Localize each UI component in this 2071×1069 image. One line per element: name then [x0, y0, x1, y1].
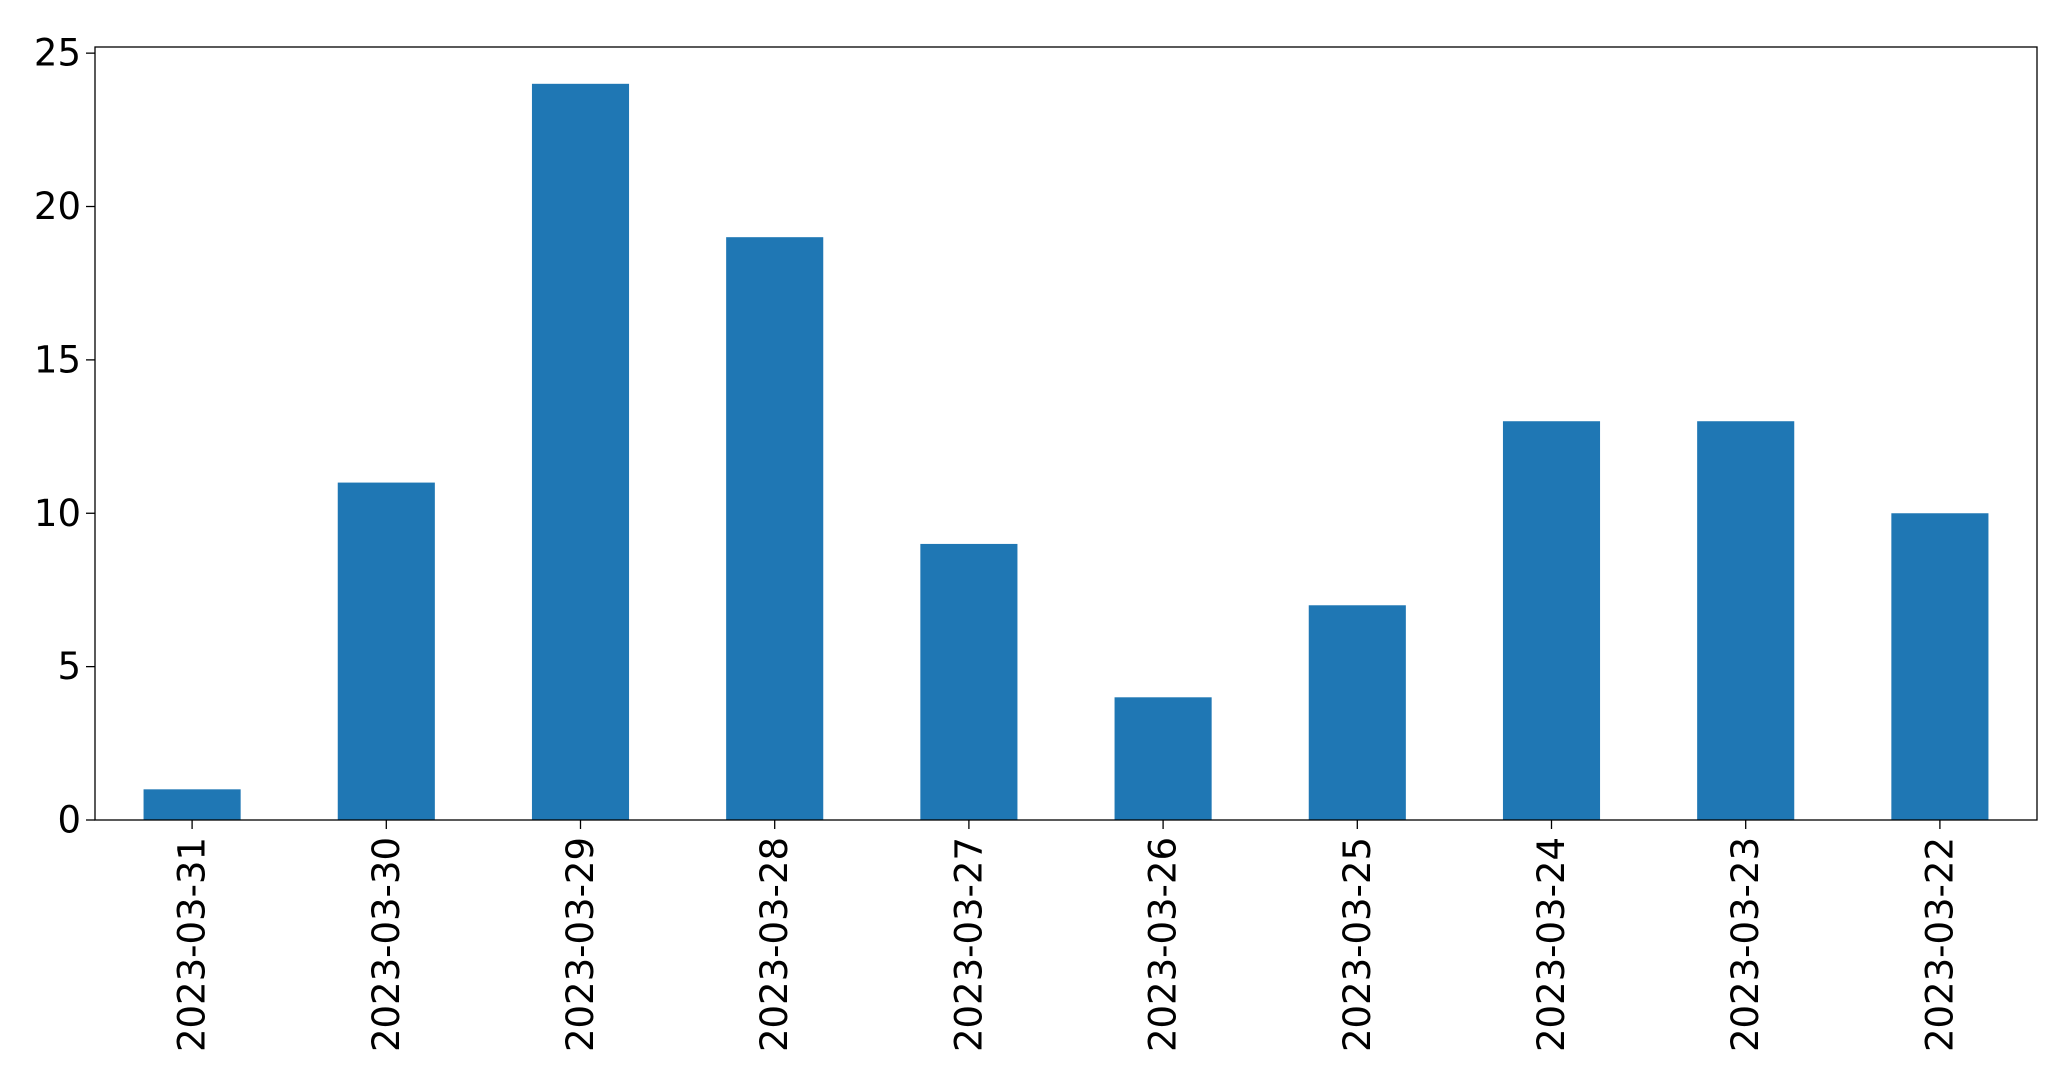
bar-2023-03-25 — [1308, 605, 1406, 820]
x-tick-label: 2023-03-24 — [1530, 837, 1573, 1052]
bar-2023-03-27 — [920, 543, 1018, 820]
bars-group — [143, 83, 1989, 821]
bar-2023-03-24 — [1502, 421, 1601, 820]
x-axis: 2023-03-31 2023-03-30 2023-03-29 2023-03-28… — [171, 820, 1961, 1052]
x-tick-label: 2023-03-27 — [947, 837, 990, 1052]
bar-2023-03-30 — [337, 482, 435, 820]
y-tick-label: 0 — [57, 799, 81, 842]
bar-2023-03-29 — [531, 83, 630, 821]
y-axis: 0 5 10 15 20 25 — [34, 32, 95, 842]
x-tick-label: 2023-03-30 — [365, 837, 408, 1052]
bar-2023-03-31 — [143, 789, 241, 820]
x-tick-label: 2023-03-26 — [1142, 837, 1185, 1052]
x-tick-label: 2023-03-29 — [559, 837, 602, 1052]
bar-2023-03-28 — [726, 237, 824, 820]
x-tick-label: 2023-03-25 — [1336, 837, 1379, 1052]
plot-frame — [94, 46, 2038, 821]
bar-2023-03-26 — [1114, 697, 1212, 820]
x-tick-label: 2023-03-28 — [753, 837, 796, 1052]
x-tick-label: 2023-03-23 — [1724, 837, 1767, 1052]
y-tick-label: 20 — [34, 185, 81, 228]
y-tick-label: 10 — [34, 492, 81, 535]
y-tick-label: 25 — [34, 32, 81, 75]
bar-2023-03-22 — [1891, 513, 1989, 820]
y-tick-label: 5 — [57, 645, 81, 688]
x-tick-label: 2023-03-22 — [1918, 837, 1961, 1052]
x-tick-label: 2023-03-31 — [171, 837, 214, 1052]
y-tick-label: 15 — [34, 338, 81, 381]
bar-2023-03-23 — [1697, 421, 1795, 820]
